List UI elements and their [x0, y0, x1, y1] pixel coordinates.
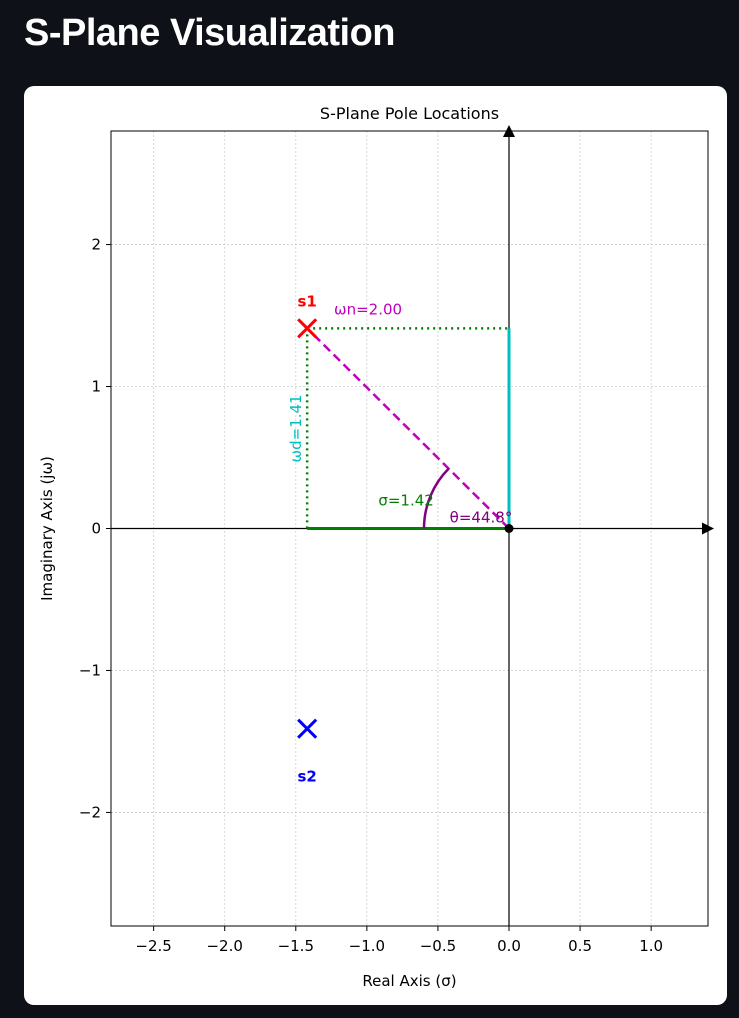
y-tick-label: 0 — [91, 520, 101, 538]
chart-card: s1 s2 ωn=2.00 ωd=1.41 σ=1.42 θ=44.8° −2.5 −2.0… — [24, 86, 727, 1005]
s-plane-chart: s1 s2 ωn=2.00 ωd=1.41 σ=1.42 θ=44.8° −2.5 −2.0… — [38, 104, 714, 990]
x-tick-label: −2.0 — [206, 937, 242, 955]
y-tick-label: 1 — [91, 378, 101, 396]
pole-cross-stroke — [297, 718, 318, 739]
sigma-label: σ=1.42 — [378, 492, 433, 510]
chart-title: S-Plane Pole Locations — [320, 104, 499, 123]
theta-label: θ=44.8° — [450, 509, 513, 527]
pole-label-s2: s2 — [297, 768, 316, 786]
y-tick-label: −2 — [79, 803, 101, 821]
plot-frame — [110, 130, 709, 927]
origin-point — [504, 524, 514, 533]
x-tick-label: 1.0 — [639, 937, 663, 955]
omega-d-label: ωd=1.41 — [287, 394, 305, 462]
x-tick-label: 0.5 — [568, 937, 592, 955]
y-tick-label: −1 — [79, 661, 101, 679]
x-axis-label: Real Axis (σ) — [362, 972, 456, 990]
omega-n-label: ωn=2.00 — [334, 300, 402, 318]
theta-arc — [422, 467, 450, 529]
pole-cross-stroke — [297, 318, 318, 339]
y-axis-label: Imaginary Axis (jω) — [38, 456, 56, 601]
x-tick-label: −2.5 — [135, 937, 171, 955]
pole-marker-s1 — [297, 318, 318, 339]
y-tick-label: 2 — [91, 236, 101, 254]
x-tick-label: −1.5 — [278, 937, 314, 955]
page-title: S-Plane Visualization — [24, 12, 396, 54]
ticks: −2.5 −2.0 −1.5 −1.0 −0.5 0.0 0.5 1.0 −2 −1 0 1 2 — [79, 236, 663, 955]
x-tick-label: −1.0 — [349, 937, 385, 955]
omega-n-line — [306, 327, 510, 530]
pole-marker-s2 — [297, 718, 318, 739]
pole-label-s1: s1 — [297, 292, 316, 310]
axes — [111, 125, 714, 926]
x-tick-label: −0.5 — [420, 937, 456, 955]
x-tick-label: 0.0 — [497, 937, 521, 955]
pole-geometry: s1 s2 ωn=2.00 ωd=1.41 σ=1.42 θ=44.8° — [287, 292, 514, 786]
